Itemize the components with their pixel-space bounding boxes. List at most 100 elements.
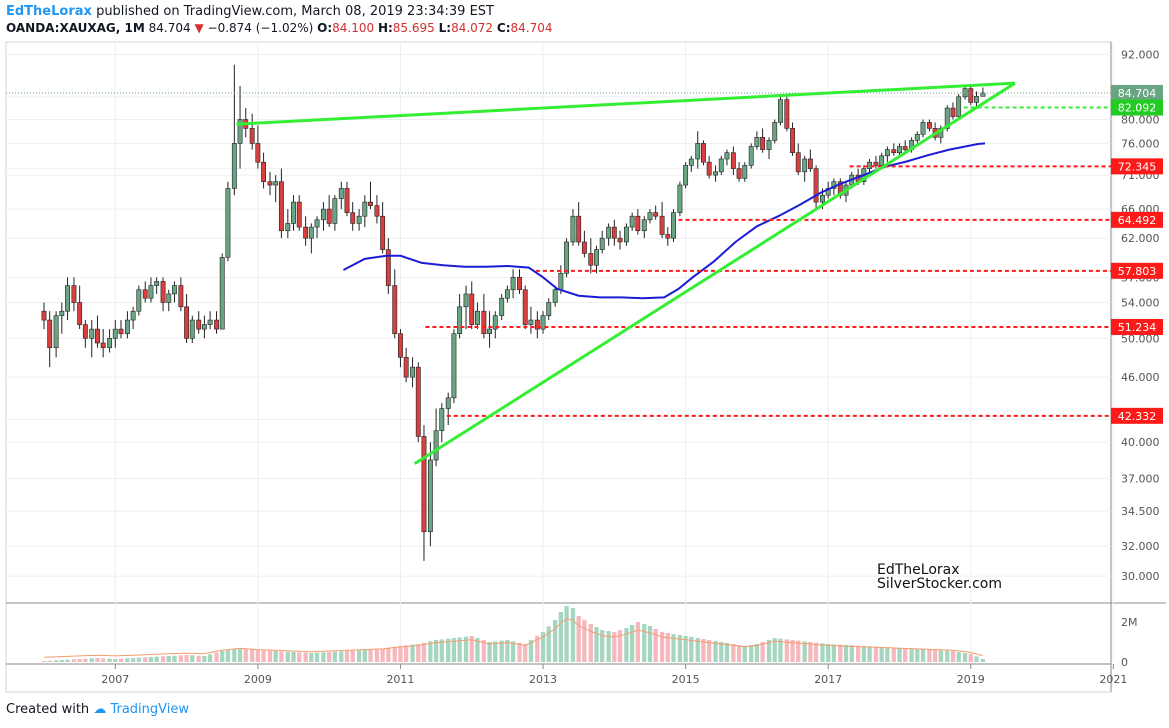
- volume-bar: [101, 658, 106, 662]
- volume-bar: [118, 658, 124, 662]
- volume-bar: [540, 632, 546, 662]
- volume-bar: [642, 624, 647, 662]
- volume-bar: [909, 648, 914, 662]
- volume-bar: [653, 628, 658, 662]
- volume-bar: [446, 638, 451, 662]
- candle-body: [427, 459, 433, 533]
- candle-body: [594, 249, 599, 266]
- candle-body: [813, 168, 819, 203]
- candle-body: [777, 99, 783, 123]
- volume-bar: [938, 650, 943, 662]
- candle-body: [53, 315, 59, 349]
- volume-tick-label: 0: [1121, 656, 1128, 669]
- candle-body: [231, 143, 237, 189]
- volume-bar: [535, 635, 540, 662]
- candle-body: [71, 285, 77, 303]
- volume-bar: [196, 655, 201, 662]
- volume-bar: [481, 640, 486, 662]
- volume-bar: [232, 648, 237, 662]
- price-label-text: 51.234: [1118, 321, 1157, 334]
- volume-bar: [125, 658, 130, 662]
- candle-body: [624, 226, 629, 243]
- volume-bar: [136, 657, 141, 662]
- candle-body: [214, 319, 219, 330]
- tradingview-brand[interactable]: TradingView: [110, 702, 189, 717]
- volume-bar: [784, 639, 789, 662]
- volume-bar: [374, 649, 380, 662]
- candle-body: [606, 226, 612, 239]
- volume-bar: [808, 642, 813, 662]
- volume-bar: [707, 640, 712, 662]
- volume-bar: [932, 650, 938, 662]
- trendlines[interactable]: [236, 81, 1016, 465]
- candle-body: [641, 219, 647, 232]
- volume-bar: [570, 608, 576, 662]
- candle-body: [124, 319, 130, 334]
- chart-frame: [5, 41, 1112, 693]
- volume-bar: [433, 640, 439, 662]
- candle-body: [285, 223, 291, 232]
- volume-bar: [855, 645, 861, 662]
- candle-body: [760, 137, 766, 150]
- tradingview-logo-icon[interactable]: ☁: [93, 702, 107, 717]
- volume-bars: [41, 606, 986, 662]
- volume-bar: [380, 649, 385, 662]
- volume-bar: [606, 631, 611, 662]
- candle-body: [588, 253, 594, 266]
- candle-body: [718, 158, 724, 173]
- candle-body: [564, 241, 569, 274]
- candle-body: [576, 215, 582, 243]
- candle-body: [118, 328, 124, 334]
- candle-body: [897, 146, 902, 153]
- volume-bar: [588, 624, 593, 662]
- close-label: C:: [496, 21, 511, 35]
- candle-body: [403, 357, 409, 378]
- volume-bar: [582, 619, 587, 662]
- candle-body: [724, 152, 730, 160]
- footer: Created with ☁ TradingView: [6, 702, 189, 717]
- volume-bar: [421, 642, 427, 662]
- candle-body: [820, 194, 825, 203]
- volume-bar: [368, 649, 373, 662]
- candle-body: [107, 338, 113, 349]
- time-tick-label: 2009: [244, 673, 272, 686]
- candle-body: [914, 134, 920, 141]
- volume-bar: [261, 650, 266, 662]
- volume-bar: [624, 628, 629, 662]
- candle-body: [207, 319, 213, 325]
- candle-body: [653, 212, 659, 217]
- low-value: 84.072: [451, 21, 494, 35]
- candle-body: [433, 430, 439, 461]
- horizontal-levels[interactable]: [6, 92, 1111, 417]
- volume-bar: [350, 650, 355, 662]
- volume-bar: [475, 637, 480, 662]
- volume-bar: [314, 652, 320, 662]
- candle-body: [570, 215, 576, 243]
- open-label: O:: [317, 21, 333, 35]
- candle-body: [130, 310, 136, 321]
- author-name[interactable]: EdTheLorax: [6, 4, 92, 19]
- candle-body: [968, 88, 974, 103]
- price-tick-label: 37.000: [1121, 472, 1160, 485]
- volume-bar: [356, 650, 362, 662]
- volume-tick-label: 2M: [1121, 616, 1138, 629]
- open-value: 84.100: [332, 21, 375, 35]
- volume-bar: [190, 655, 195, 662]
- candle-body: [314, 219, 320, 228]
- price-tick-label: 50.000: [1121, 332, 1160, 345]
- price-tick-label: 80.000: [1121, 114, 1160, 127]
- volume-bar: [457, 637, 462, 662]
- volume-bar: [303, 652, 308, 662]
- close-value: 84.704: [510, 21, 553, 35]
- candle-body: [326, 208, 332, 224]
- volume-bar: [451, 638, 457, 662]
- candle-body: [581, 241, 587, 254]
- volume-bar: [950, 651, 956, 662]
- volume-bar: [398, 646, 403, 662]
- volume-bar: [772, 638, 777, 662]
- candle-body: [784, 99, 790, 129]
- high-label: H:: [377, 21, 393, 35]
- time-tick-label: 2013: [529, 673, 557, 686]
- candle-body: [742, 165, 748, 179]
